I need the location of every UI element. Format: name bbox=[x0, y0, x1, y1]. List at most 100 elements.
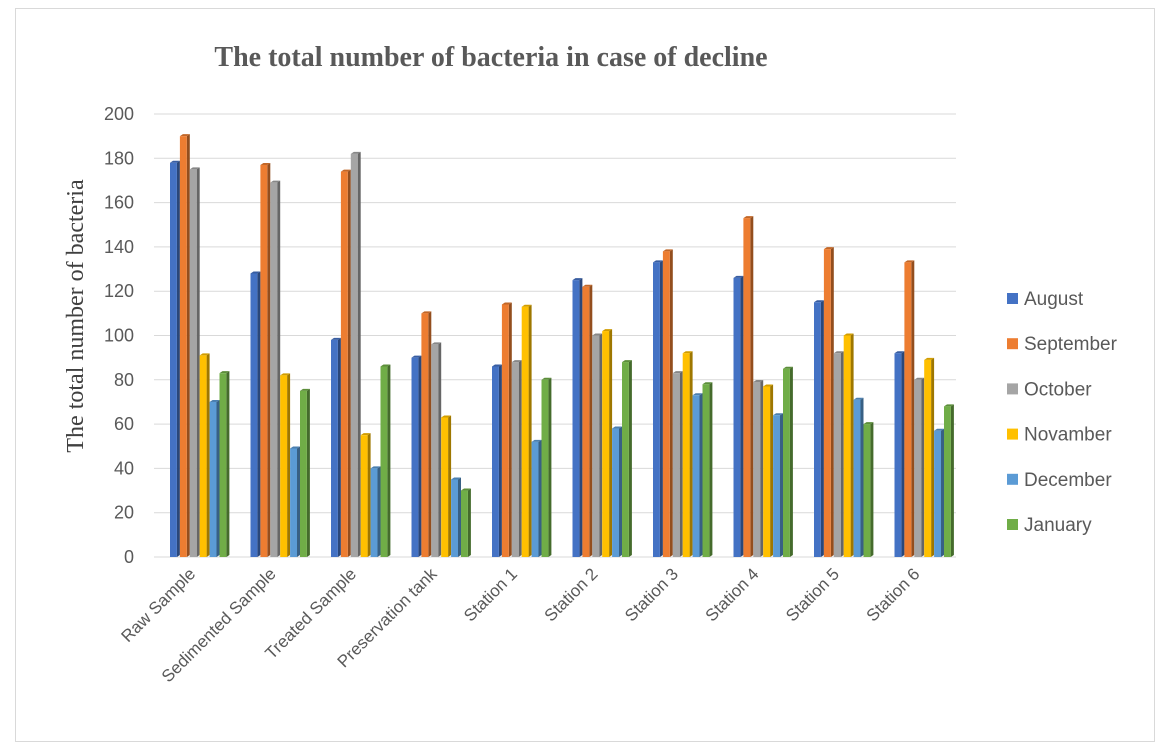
bar bbox=[350, 151, 361, 557]
bar bbox=[290, 446, 300, 557]
bar bbox=[511, 360, 522, 557]
bar bbox=[199, 353, 210, 557]
bar bbox=[662, 249, 673, 557]
y-tick-label: 120 bbox=[104, 281, 134, 301]
y-tick-label: 200 bbox=[104, 104, 134, 124]
bar bbox=[612, 426, 622, 557]
x-tick-label: Raw Sample bbox=[117, 564, 199, 646]
bar bbox=[743, 216, 754, 558]
bar bbox=[250, 271, 261, 557]
legend-item: August bbox=[1007, 289, 1084, 310]
bar bbox=[843, 333, 854, 557]
bar bbox=[380, 364, 391, 557]
bar bbox=[753, 380, 764, 557]
y-tick-label: 80 bbox=[114, 370, 134, 390]
bar bbox=[602, 329, 613, 557]
y-tick-label: 60 bbox=[114, 414, 134, 434]
bar bbox=[179, 134, 190, 557]
legend-swatch bbox=[1007, 428, 1018, 440]
bar bbox=[360, 433, 371, 557]
legend-swatch bbox=[1007, 473, 1018, 485]
legend-label: August bbox=[1024, 289, 1084, 310]
bar bbox=[814, 300, 824, 557]
bar bbox=[431, 342, 442, 557]
bar bbox=[653, 260, 663, 557]
bar bbox=[541, 377, 552, 557]
legend-item: Novamber bbox=[1007, 425, 1112, 446]
legend-swatch bbox=[1007, 293, 1018, 304]
y-axis-ticks: 0 20 40 60 80 100 120 140 160 180 200 bbox=[104, 104, 134, 567]
bar bbox=[853, 397, 864, 557]
bar bbox=[682, 351, 693, 557]
bar bbox=[592, 333, 603, 557]
bar bbox=[672, 371, 683, 557]
bar bbox=[582, 284, 593, 557]
x-tick-label: Station 6 bbox=[863, 564, 924, 625]
bar bbox=[411, 355, 422, 557]
y-tick-label: 140 bbox=[104, 237, 134, 257]
bar bbox=[219, 371, 230, 557]
legend-label: September bbox=[1024, 334, 1118, 355]
bar bbox=[914, 377, 925, 557]
legend-item: January bbox=[1007, 515, 1092, 536]
bar-chart: The total number of bacteria in case of … bbox=[63, 42, 1118, 686]
chart-frame: The total number of bacteria in case of … bbox=[15, 8, 1155, 742]
bar bbox=[773, 413, 783, 557]
x-tick-label: Station 2 bbox=[541, 564, 602, 625]
bar bbox=[280, 373, 291, 557]
y-tick-label: 100 bbox=[104, 326, 134, 346]
bar bbox=[622, 360, 632, 557]
bars bbox=[170, 134, 954, 558]
legend-swatch bbox=[1007, 338, 1018, 350]
x-tick-label: Station 3 bbox=[621, 564, 682, 625]
y-tick-label: 0 bbox=[124, 547, 134, 567]
bar bbox=[270, 180, 281, 558]
bar bbox=[863, 422, 874, 557]
legend-swatch bbox=[1007, 383, 1018, 395]
bar bbox=[702, 382, 713, 557]
bar bbox=[904, 260, 915, 557]
legend-label: December bbox=[1024, 470, 1112, 491]
x-tick-label: Station 5 bbox=[782, 564, 843, 625]
bar bbox=[924, 357, 935, 557]
legend-label: January bbox=[1024, 515, 1092, 536]
chart-title: The total number of bacteria in case of … bbox=[214, 42, 767, 73]
bar bbox=[934, 428, 944, 557]
bar bbox=[894, 351, 905, 557]
legend-item: October bbox=[1007, 379, 1092, 400]
legend-label: Novamber bbox=[1024, 425, 1112, 446]
bar bbox=[331, 337, 341, 557]
y-tick-label: 20 bbox=[114, 503, 134, 523]
bar bbox=[531, 439, 542, 557]
x-tick-label: Station 4 bbox=[702, 564, 763, 625]
bar bbox=[492, 364, 502, 557]
bar bbox=[340, 169, 351, 557]
bar bbox=[260, 162, 271, 557]
bar bbox=[733, 275, 744, 557]
bar bbox=[833, 351, 844, 557]
legend-item: September bbox=[1007, 334, 1118, 355]
bar bbox=[170, 160, 180, 558]
x-tick-label: Station 1 bbox=[460, 564, 521, 625]
bar bbox=[300, 388, 310, 557]
legend-label: October bbox=[1024, 379, 1092, 400]
bar bbox=[783, 366, 793, 557]
legend: August September October Novamber December Ja… bbox=[1007, 289, 1118, 536]
bar bbox=[501, 302, 512, 557]
y-tick-label: 40 bbox=[114, 458, 134, 478]
bar bbox=[572, 278, 583, 557]
bar bbox=[441, 415, 452, 557]
bar bbox=[944, 404, 954, 557]
y-tick-label: 180 bbox=[104, 148, 134, 168]
legend-item: December bbox=[1007, 470, 1112, 491]
bar bbox=[692, 393, 703, 557]
bar bbox=[209, 399, 220, 557]
bar bbox=[370, 466, 381, 557]
bar bbox=[521, 304, 532, 557]
bar bbox=[823, 247, 834, 558]
legend-swatch bbox=[1007, 519, 1018, 530]
bar bbox=[763, 384, 774, 557]
bar bbox=[189, 167, 200, 557]
bar bbox=[421, 311, 432, 557]
y-axis-label: The total number of bacteria bbox=[63, 179, 89, 453]
